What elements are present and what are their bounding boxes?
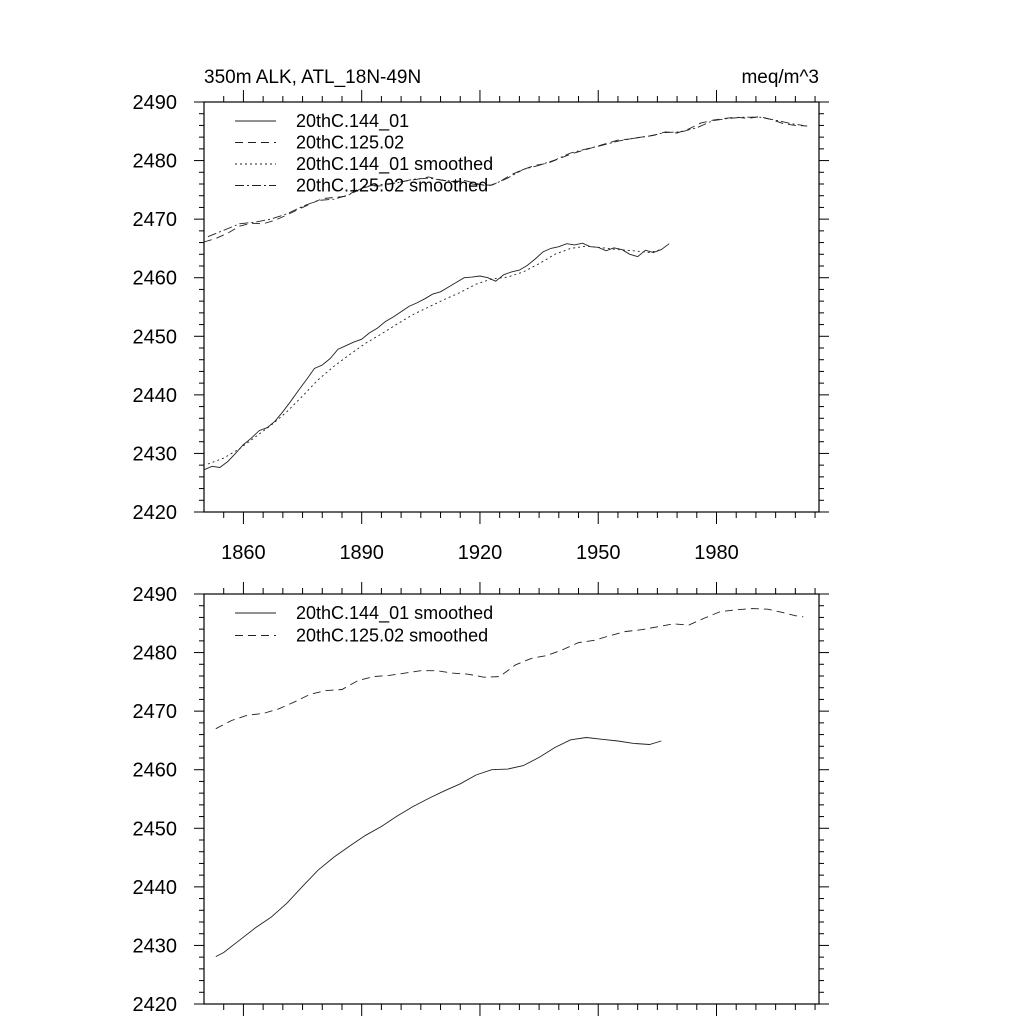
x-tick-label: 1950 (576, 542, 621, 564)
y-tick-label: 2480 (133, 643, 178, 665)
x-tick-label: 1860 (221, 542, 266, 564)
y-tick-label: 2460 (133, 760, 178, 782)
series-line-3 (207, 245, 662, 465)
plot-frame (203, 593, 820, 1005)
units-label: meq/m^3 (741, 67, 819, 88)
y-tick-label: 2480 (133, 151, 178, 173)
y-tick-label: 2460 (133, 268, 178, 290)
y-tick-label: 2440 (133, 877, 178, 899)
series-line-2 (203, 116, 808, 243)
legend-label: 20thC.144_01 (296, 111, 409, 132)
y-tick-label: 2450 (133, 818, 178, 840)
y-tick-label: 2490 (133, 584, 178, 606)
y-tick-label: 2450 (133, 326, 178, 348)
y-tick-label: 2430 (133, 443, 178, 465)
legend-label: 20thC.144_01 smoothed (296, 603, 493, 624)
chart-panel-2: 2420 2430 2440 2450 2460 2470 2480 2490 20thC.14… (133, 582, 829, 1016)
legend-label: 20thC.125.02 smoothed (296, 176, 488, 196)
chart-title: 350m ALK, ATL_18N-49N (204, 67, 421, 88)
x-tick-label: 1920 (458, 542, 503, 564)
y-tick-label: 2490 (133, 92, 178, 114)
y-tick-label: 2470 (133, 701, 178, 723)
y-tick-label: 2420 (133, 994, 178, 1016)
series-line-4 (207, 116, 804, 238)
y-tick-label: 2420 (133, 502, 178, 524)
series-line-1 (215, 737, 662, 957)
x-tick-label: 1890 (339, 542, 384, 564)
chart-panel-1: 2420 2430 2440 2450 2460 2470 2480 2490 1860 1890… (133, 67, 829, 564)
x-tick-label: 1980 (694, 542, 739, 564)
legend-label: 20thC.144_01 smoothed (296, 154, 493, 175)
series-line-2 (215, 608, 804, 730)
y-tick-label: 2430 (133, 935, 178, 957)
y-tick-label: 2470 (133, 209, 178, 231)
plot-frame (203, 101, 820, 513)
legend-label: 20thC.125.02 smoothed (296, 626, 488, 646)
series-line-1 (203, 242, 670, 471)
legend-label: 20thC.125.02 (296, 133, 404, 153)
y-tick-label: 2440 (133, 385, 178, 407)
